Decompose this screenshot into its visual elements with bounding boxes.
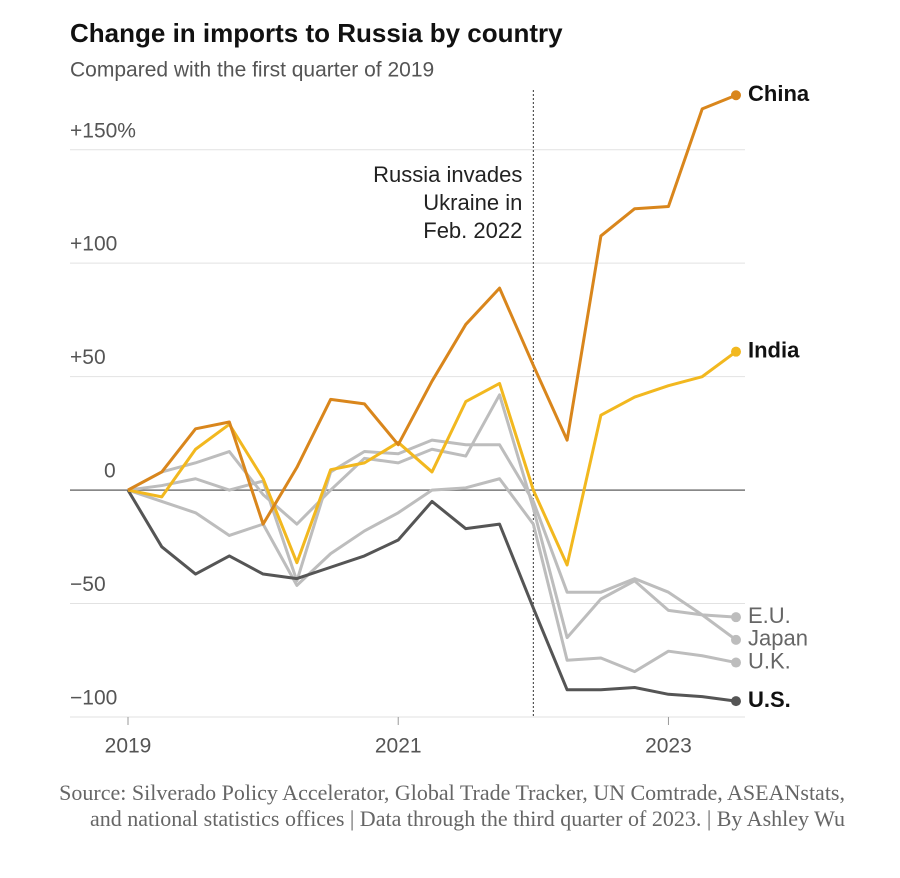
- end-dot: [731, 612, 741, 623]
- series-label: India: [748, 337, 800, 362]
- end-dot: [731, 346, 741, 357]
- series-label: E.U.: [748, 603, 791, 628]
- end-dot: [731, 90, 741, 101]
- series-label: Japan: [748, 626, 808, 651]
- annotation: Russia invades: [373, 162, 522, 187]
- series-line: [126, 489, 737, 703]
- chart-subtitle: Compared with the first quarter of 2019: [70, 59, 434, 82]
- x-tick-label: 2019: [105, 735, 152, 758]
- y-tick-label: +50: [70, 346, 106, 369]
- series-line: [127, 393, 737, 642]
- source-note: Source: Silverado Policy Accelerator, Gl…: [59, 780, 845, 831]
- y-tick-label: +100: [70, 233, 117, 256]
- series-line: [127, 438, 737, 619]
- end-dot: [731, 657, 741, 668]
- series-label: U.S.: [748, 687, 791, 712]
- series-line: [127, 93, 737, 526]
- x-tick-label: 2023: [645, 735, 692, 758]
- end-dot: [731, 634, 741, 645]
- series-label: China: [748, 81, 810, 106]
- annotation: Ukraine in: [423, 190, 522, 215]
- y-tick-label: +150%: [70, 119, 136, 142]
- chart-title: Change in imports to Russia by country: [70, 18, 563, 48]
- y-tick-label: 0: [104, 460, 116, 483]
- annotation: Feb. 2022: [423, 218, 522, 243]
- series-line: [127, 477, 737, 674]
- series-label: U.K.: [748, 648, 791, 673]
- y-tick-label: −100: [70, 687, 117, 710]
- end-dot: [731, 696, 741, 707]
- x-tick-label: 2021: [375, 735, 422, 758]
- y-tick-label: −50: [70, 573, 106, 596]
